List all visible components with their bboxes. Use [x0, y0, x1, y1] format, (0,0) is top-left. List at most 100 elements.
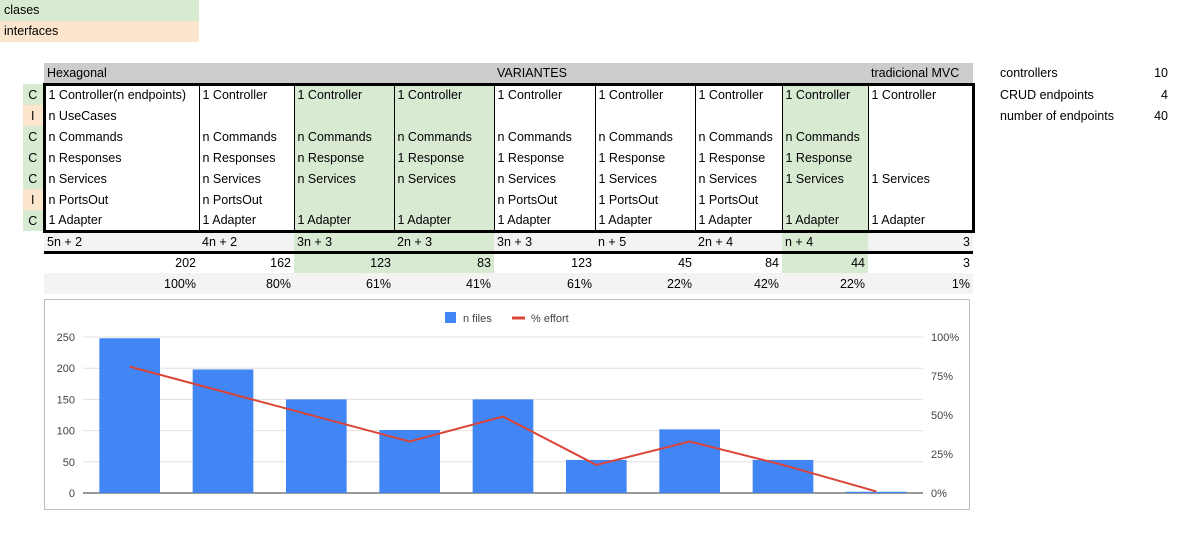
- formula-cell[interactable]: 3n + 3: [494, 229, 595, 254]
- header-cell[interactable]: [595, 63, 695, 84]
- table-cell[interactable]: 1 Adapter: [782, 210, 869, 231]
- table-cell[interactable]: 1 Response: [494, 147, 596, 168]
- kind-badge[interactable]: C: [23, 147, 44, 168]
- table-cell[interactable]: 1 Adapter: [868, 210, 975, 231]
- table-cell[interactable]: n PortsOut: [42, 189, 200, 210]
- table-cell[interactable]: n Commands: [695, 126, 783, 147]
- kind-badge[interactable]: C: [23, 126, 44, 147]
- table-cell[interactable]: [782, 189, 869, 210]
- percent-cell[interactable]: 41%: [394, 273, 494, 294]
- table-cell[interactable]: [394, 105, 495, 126]
- header-cell[interactable]: [695, 63, 782, 84]
- table-cell[interactable]: n Services: [394, 168, 495, 189]
- table-cell[interactable]: 1 Services: [595, 168, 696, 189]
- formula-cell[interactable]: n + 4: [782, 229, 868, 254]
- files-effort-chart[interactable]: 0 50 100 150 200 250 0% 25% 50% 75% 100% n files % e…: [44, 299, 970, 510]
- table-cell[interactable]: 1 Controller: [782, 82, 869, 105]
- total-cell[interactable]: 3: [963, 256, 970, 271]
- table-cell[interactable]: 1 Services: [868, 168, 975, 189]
- percent-cell[interactable]: 61%: [294, 273, 394, 294]
- total-cell[interactable]: 44: [782, 252, 868, 273]
- table-cell[interactable]: n Commands: [782, 126, 869, 147]
- table-cell[interactable]: 1 Controller: [595, 82, 696, 105]
- table-cell[interactable]: [868, 189, 975, 210]
- table-cell[interactable]: 1 PortsOut: [695, 189, 783, 210]
- header-cell[interactable]: [294, 63, 394, 84]
- percent-cell[interactable]: 22%: [782, 273, 868, 294]
- table-cell[interactable]: 1 Controller: [199, 82, 295, 105]
- table-cell[interactable]: 1 Adapter: [695, 210, 783, 231]
- header-cell[interactable]: [199, 63, 294, 84]
- table-cell[interactable]: [199, 105, 295, 126]
- stat-controllers[interactable]: controllers 10: [1000, 63, 1170, 84]
- formula-cell[interactable]: 3n + 3: [294, 229, 394, 254]
- table-cell[interactable]: 1 Controller: [294, 82, 395, 105]
- table-cell[interactable]: n Commands: [394, 126, 495, 147]
- table-cell[interactable]: n Services: [294, 168, 395, 189]
- table-cell[interactable]: 1 Controller: [394, 82, 495, 105]
- table-cell[interactable]: 1 Response: [394, 147, 495, 168]
- table-cell[interactable]: [868, 126, 975, 147]
- table-cell[interactable]: 1 Adapter: [595, 210, 696, 231]
- stat-crud-endpoints[interactable]: CRUD endpoints 4: [1000, 85, 1170, 106]
- formula-cell[interactable]: n + 5: [595, 229, 695, 254]
- table-cell[interactable]: n Response: [294, 147, 395, 168]
- table-cell[interactable]: [494, 105, 596, 126]
- table-cell[interactable]: n Commands: [199, 126, 295, 147]
- percent-cell[interactable]: 61%: [494, 273, 595, 294]
- table-cell[interactable]: 1 Adapter: [42, 210, 200, 231]
- percent-cell[interactable]: 1%: [868, 273, 973, 294]
- table-cell[interactable]: 1 Controller: [695, 82, 783, 105]
- percent-cell[interactable]: 22%: [595, 273, 695, 294]
- table-cell[interactable]: [394, 189, 495, 210]
- table-cell[interactable]: [868, 147, 975, 168]
- table-cell[interactable]: [294, 189, 395, 210]
- kind-badge[interactable]: C: [23, 84, 44, 105]
- table-cell[interactable]: 1 Adapter: [494, 210, 596, 231]
- kind-badge[interactable]: I: [23, 189, 44, 210]
- total-cell[interactable]: 45: [678, 256, 692, 271]
- table-cell[interactable]: n Commands: [494, 126, 596, 147]
- table-cell[interactable]: n PortsOut: [494, 189, 596, 210]
- table-cell[interactable]: n Responses: [42, 147, 200, 168]
- total-cell[interactable]: 162: [270, 256, 291, 271]
- table-cell[interactable]: [595, 105, 696, 126]
- kind-badge[interactable]: C: [23, 210, 44, 231]
- total-cell[interactable]: 83: [394, 252, 494, 273]
- header-cell[interactable]: [394, 63, 494, 84]
- percent-cell[interactable]: 42%: [695, 273, 782, 294]
- total-cell[interactable]: 123: [571, 256, 592, 271]
- formula-cell[interactable]: 3: [868, 229, 973, 254]
- table-cell[interactable]: n Services: [695, 168, 783, 189]
- table-cell[interactable]: n Responses: [199, 147, 295, 168]
- percent-cell[interactable]: 100%: [44, 273, 199, 294]
- table-cell[interactable]: n Commands: [294, 126, 395, 147]
- table-cell[interactable]: [695, 105, 783, 126]
- table-cell[interactable]: 1 Controller: [494, 82, 596, 105]
- table-cell[interactable]: 1 Controller: [868, 82, 975, 105]
- table-cell[interactable]: [294, 105, 395, 126]
- formula-cell[interactable]: 2n + 3: [394, 229, 494, 254]
- table-cell[interactable]: 1 Controller(n endpoints): [42, 82, 200, 105]
- table-cell[interactable]: n Commands: [595, 126, 696, 147]
- table-cell[interactable]: n PortsOut: [199, 189, 295, 210]
- table-cell[interactable]: n Commands: [42, 126, 200, 147]
- legend-clases[interactable]: clases: [0, 0, 199, 21]
- table-cell[interactable]: 1 Adapter: [294, 210, 395, 231]
- table-cell[interactable]: 1 Response: [782, 147, 869, 168]
- total-cell[interactable]: 202: [175, 256, 196, 271]
- table-cell[interactable]: [782, 105, 869, 126]
- table-cell[interactable]: 1 PortsOut: [595, 189, 696, 210]
- header-cell[interactable]: [782, 63, 868, 84]
- total-cell[interactable]: 84: [765, 256, 779, 271]
- header-hexagonal[interactable]: Hexagonal: [44, 63, 199, 84]
- formula-cell[interactable]: 4n + 2: [199, 229, 294, 254]
- table-cell[interactable]: 1 Adapter: [199, 210, 295, 231]
- table-cell[interactable]: 1 Services: [782, 168, 869, 189]
- formula-cell[interactable]: 2n + 4: [695, 229, 782, 254]
- table-cell[interactable]: 1 Response: [595, 147, 696, 168]
- table-cell[interactable]: n Services: [42, 168, 200, 189]
- stat-number-of-endpoints[interactable]: number of endpoints 40: [1000, 106, 1170, 127]
- table-cell[interactable]: n Services: [199, 168, 295, 189]
- header-cell[interactable]: VARIANTES: [494, 63, 595, 84]
